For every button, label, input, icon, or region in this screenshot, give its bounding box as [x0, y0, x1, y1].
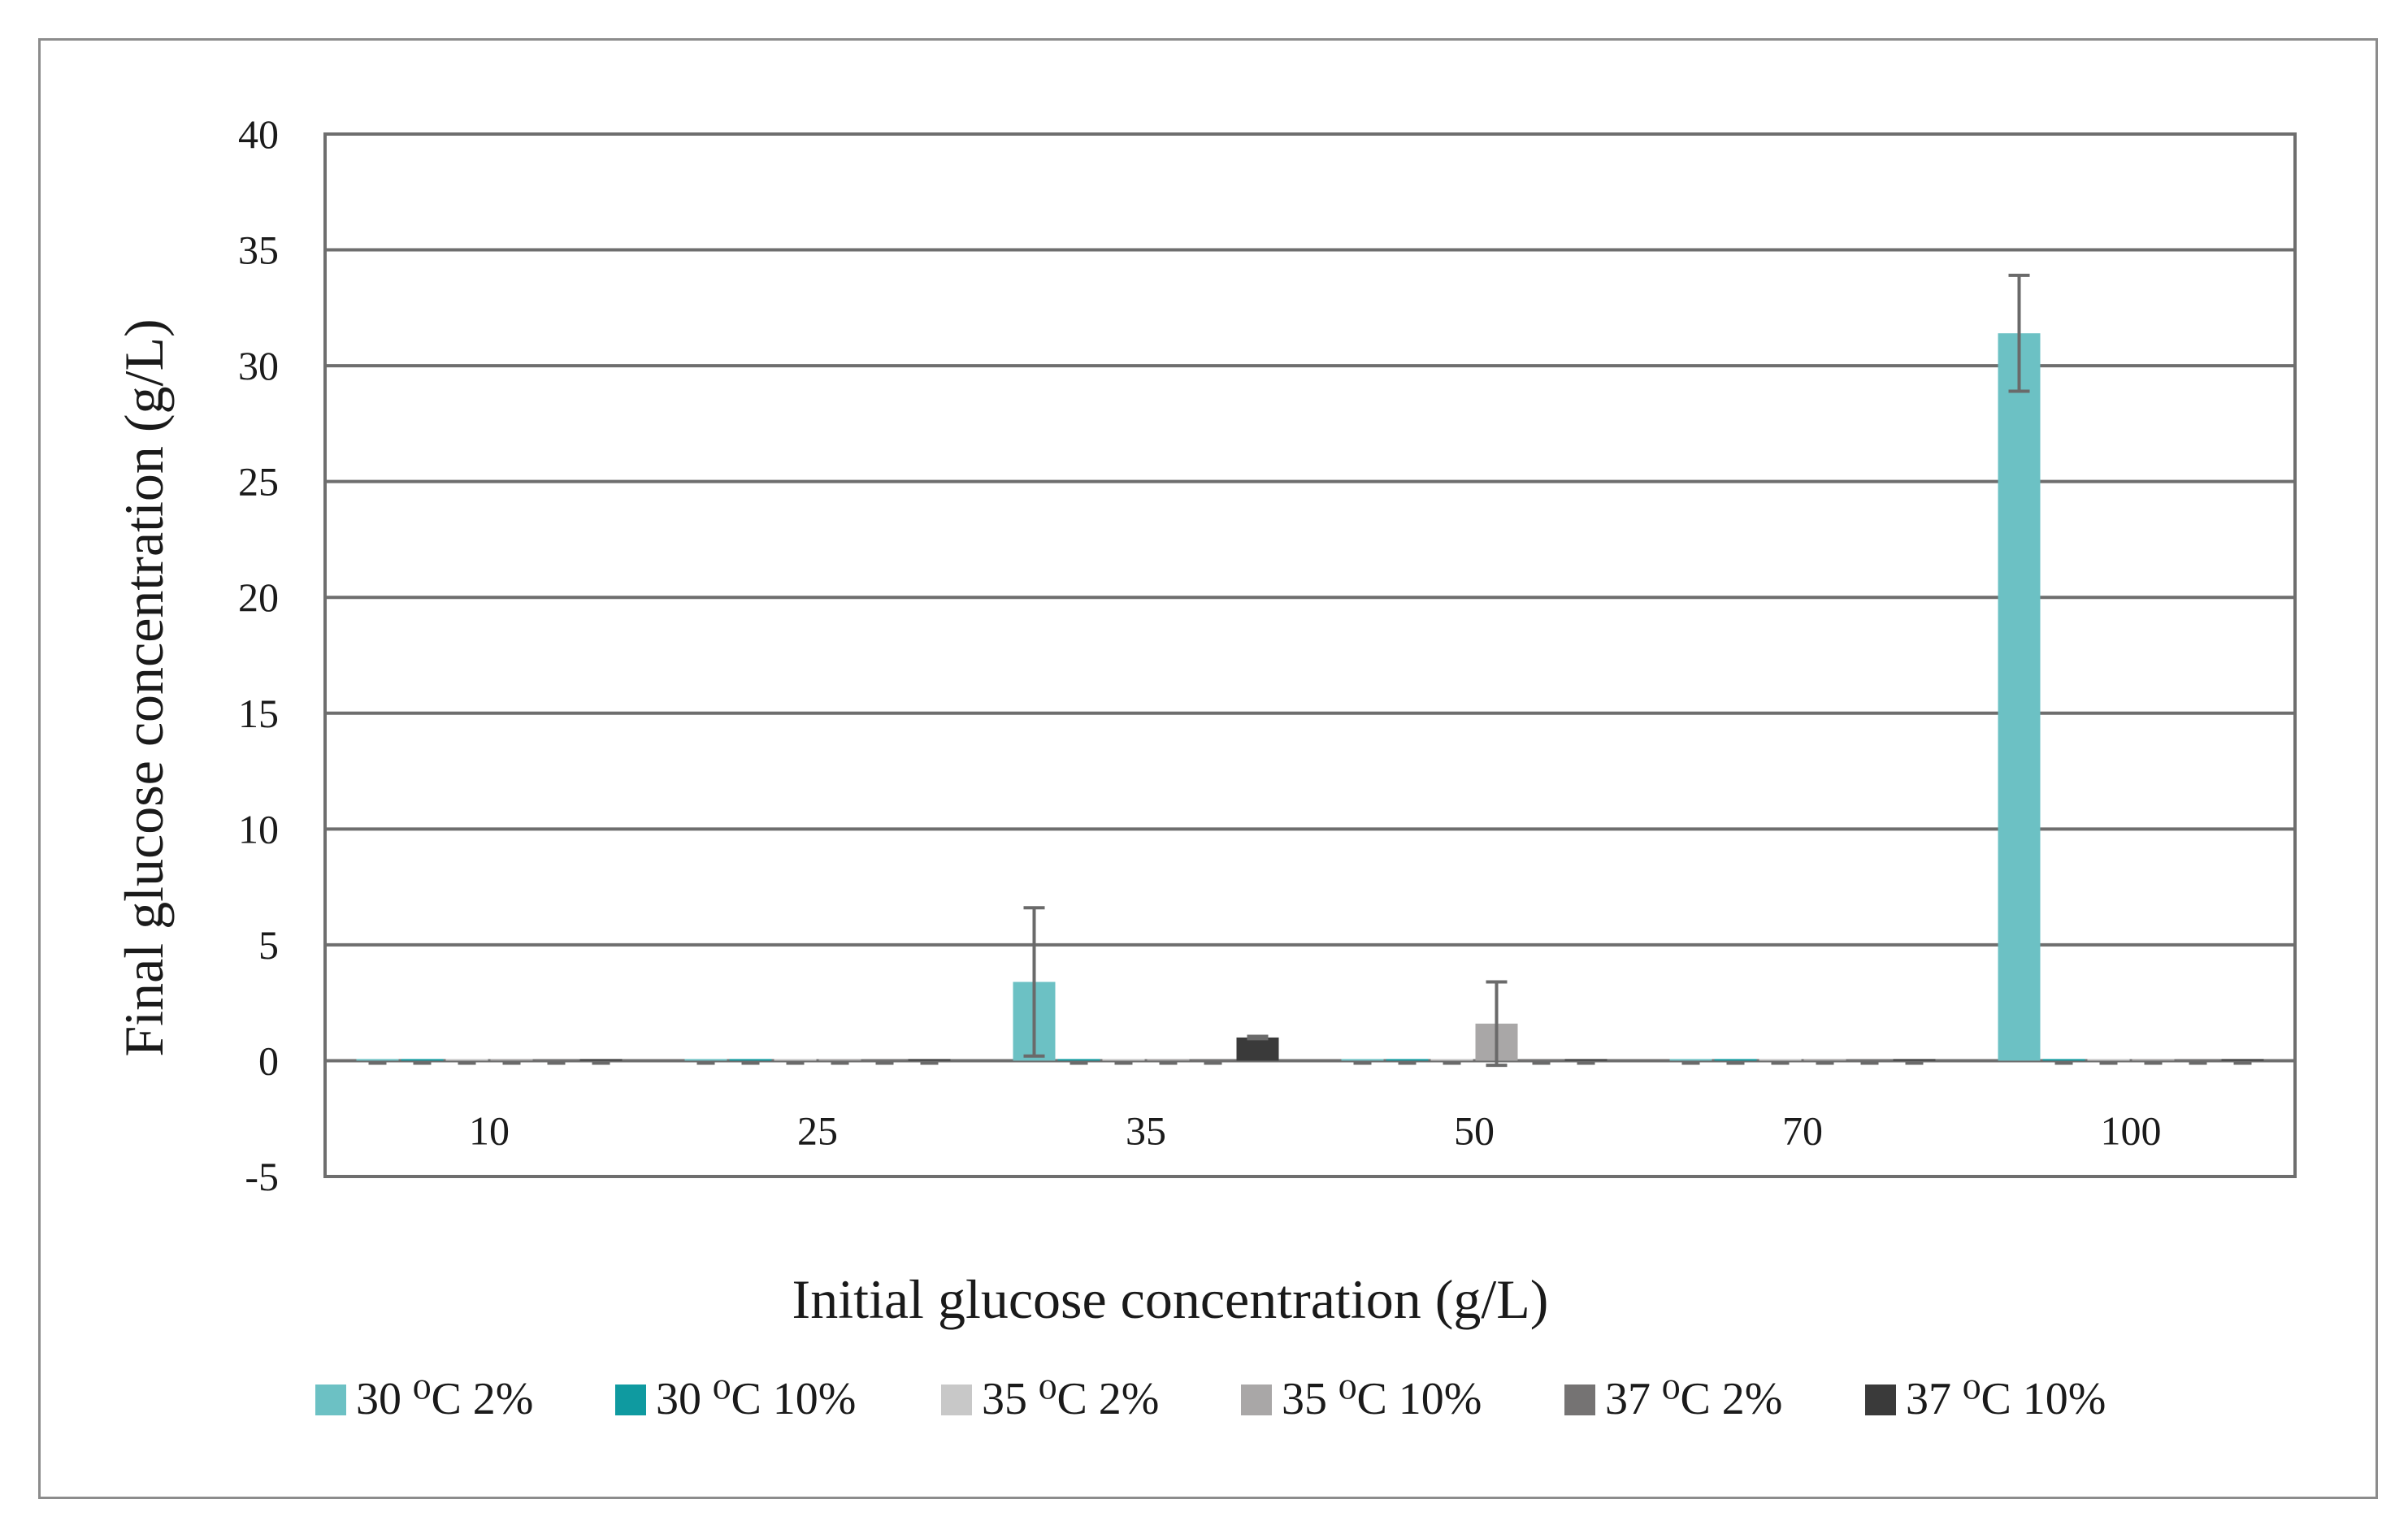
x-axis-title: Initial glucose concentration (g/L): [792, 1268, 1549, 1330]
y-tick-label: 25: [238, 459, 279, 505]
x-tick-label: 25: [797, 1107, 838, 1153]
bar: [1669, 1059, 1712, 1061]
legend-label: 35 ⁰C 2%: [982, 1374, 1159, 1424]
x-tick-label: 50: [1454, 1107, 1495, 1153]
bar: [908, 1059, 951, 1061]
legend-label: 35 ⁰C 10%: [1282, 1374, 1482, 1424]
x-tick-labels: 10 25 35 50 70 100: [469, 1107, 2162, 1153]
plot-area-border: [323, 132, 2297, 1178]
bar-chart: -5 0 5 10 15 20 25 30 35 40 10 25 35 50 70 100 Final g…: [113, 111, 2297, 1424]
legend-swatch: [615, 1384, 646, 1415]
y-tick-label: 0: [258, 1038, 279, 1083]
bar: [1147, 1059, 1190, 1061]
y-tick-label: 35: [238, 228, 279, 273]
bar: [1520, 1059, 1563, 1061]
y-axis-title: Final glucose concentration (g/L): [113, 318, 175, 1056]
y-tick-label: -5: [245, 1154, 279, 1199]
bar: [1564, 1059, 1608, 1061]
bar: [729, 1059, 772, 1061]
bar: [2176, 1059, 2219, 1061]
legend-swatch: [315, 1384, 346, 1415]
legend-label: 37 ⁰C 10%: [1906, 1374, 2106, 1424]
legend-swatch: [941, 1384, 972, 1415]
x-tick-label: 35: [1126, 1107, 1166, 1153]
bar: [1893, 1059, 1936, 1061]
bar: [863, 1059, 906, 1061]
bar: [401, 1059, 444, 1061]
legend-label: 30 ⁰C 10%: [656, 1374, 856, 1424]
legend-label: 30 ⁰C 2%: [356, 1374, 533, 1424]
y-tick-label: 5: [258, 922, 279, 968]
legend-swatch: [1241, 1384, 1272, 1415]
bar: [1848, 1059, 1891, 1061]
bar: [818, 1059, 861, 1061]
legend-swatch: [1564, 1384, 1595, 1415]
legend-swatch: [1865, 1384, 1896, 1415]
bar: [1057, 1059, 1100, 1061]
y-tick-label: 20: [238, 574, 279, 620]
y-tick-labels: -5 0 5 10 15 20 25 30 35 40: [238, 111, 279, 1199]
bar: [1714, 1059, 1757, 1061]
bar: [2042, 1059, 2085, 1061]
chart-frame: -5 0 5 10 15 20 25 30 35 40 10 25 35 50 70 100 Final g…: [38, 38, 2378, 1499]
bar: [1386, 1059, 1429, 1061]
bar: [445, 1059, 488, 1061]
bar: [490, 1059, 533, 1061]
bar: [1430, 1059, 1473, 1061]
bar: [2087, 1059, 2130, 1061]
y-tick-label: 30: [238, 343, 279, 388]
bar: [684, 1059, 727, 1061]
y-tick-label: 15: [238, 691, 279, 736]
bar: [1191, 1059, 1234, 1061]
bar: [1998, 333, 2041, 1061]
bar: [1341, 1059, 1384, 1061]
bar: [1803, 1059, 1846, 1061]
bar: [1236, 1037, 1279, 1061]
bar: [356, 1059, 399, 1061]
x-tick-label: 70: [1782, 1107, 1823, 1153]
legend: 30 ⁰C 2% 30 ⁰C 10% 35 ⁰C 2% 35 ⁰C 10% 37 ⁰C …: [315, 1374, 2106, 1424]
bar: [774, 1059, 817, 1061]
y-tick-label: 40: [238, 111, 279, 157]
y-tick-label: 10: [238, 806, 279, 852]
x-tick-label: 100: [2101, 1107, 2162, 1153]
bars: [356, 333, 2264, 1061]
bar: [1102, 1059, 1145, 1061]
bar: [2221, 1059, 2264, 1061]
bar: [1759, 1059, 1802, 1061]
bar: [579, 1059, 623, 1061]
x-tick-label: 10: [469, 1107, 510, 1153]
legend-label: 37 ⁰C 2%: [1605, 1374, 1782, 1424]
bar: [535, 1059, 578, 1061]
bar: [2132, 1059, 2175, 1061]
error-bars: [368, 273, 2252, 1068]
